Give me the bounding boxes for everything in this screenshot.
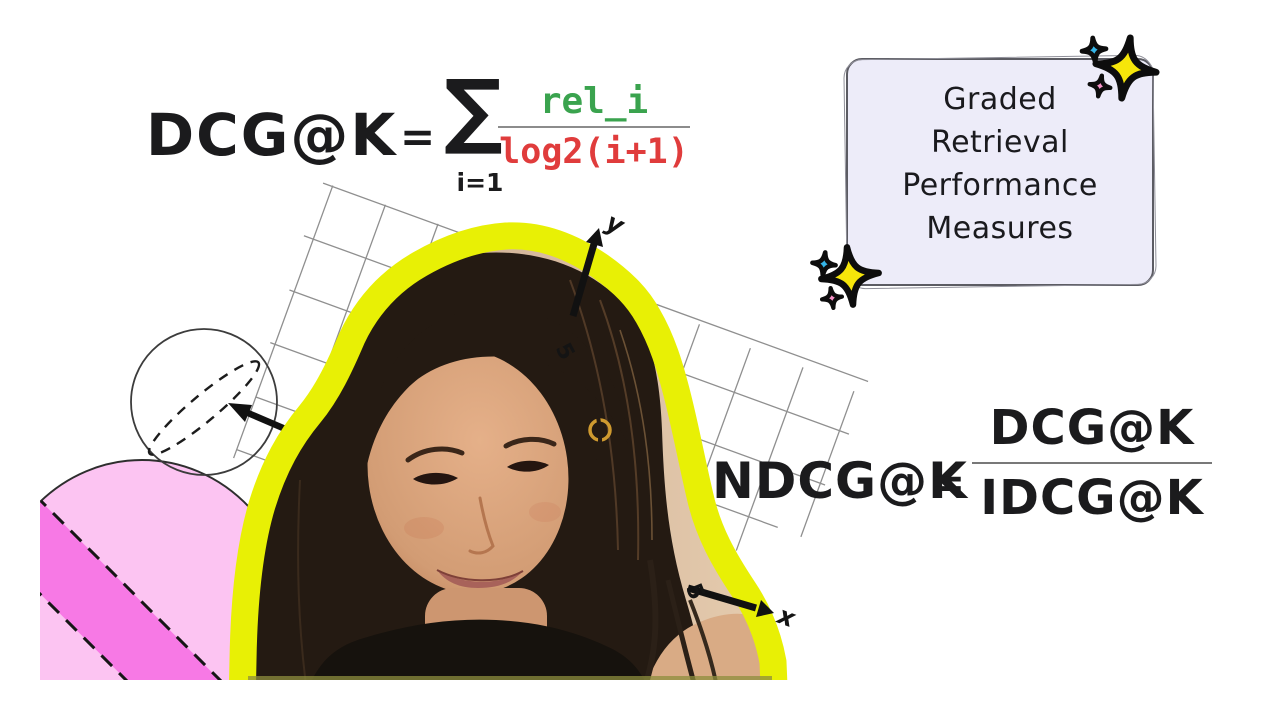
x-axis-arrow [687,584,774,617]
y-axis-arrow [569,228,603,317]
title-line: Measures [926,211,1074,246]
face [367,350,569,594]
ndcg-denominator: IDCG@K [980,470,1204,526]
dcg-formula-lhs: DCG@K [146,101,398,169]
title-line: Performance [902,168,1098,203]
right-eye [507,460,549,472]
ndcg-fraction: DCG@K IDCG@K [972,404,1212,522]
hairline [366,307,628,470]
photo-bottom-edge [248,676,772,680]
y-tick-label: 5 [550,339,579,364]
y-axis-label: y [601,207,630,241]
sum-lower-bound: i=1 [456,168,504,197]
x-tick-label: 5 [680,580,709,604]
pink-band [40,460,294,680]
ndcg-formula-lhs: NDCG@K [712,452,968,510]
shoulder [640,613,775,680]
fraction-bar [498,126,690,128]
ndcg-equals: = [930,458,966,507]
sum-symbol: ∑ [444,63,503,158]
x-axis-label: x [772,600,800,634]
title-box: Graded Retrieval Performance Measures [846,58,1154,286]
ndcg-numerator: DCG@K [989,400,1195,456]
smile [437,570,523,588]
dcg-fraction: rel_i log2(i+1) [498,84,690,170]
fraction-bar [972,462,1212,464]
dashed-ellipse-detail [147,360,261,456]
dcg-equals: = [400,112,436,161]
dcg-denominator: log2(i+1) [499,132,689,172]
sparkle-icon [1079,34,1160,102]
black-top [300,619,654,680]
magnifier-circle [130,328,278,476]
title-line: Retrieval [931,125,1069,160]
left-eye [413,472,458,485]
title-box-text: Graded Retrieval Performance Measures [848,60,1152,250]
yellow-sticker-outline [229,222,788,680]
title-line: Graded [943,82,1057,117]
dcg-numerator: rel_i [539,81,649,122]
sparkle-icon [810,244,882,311]
